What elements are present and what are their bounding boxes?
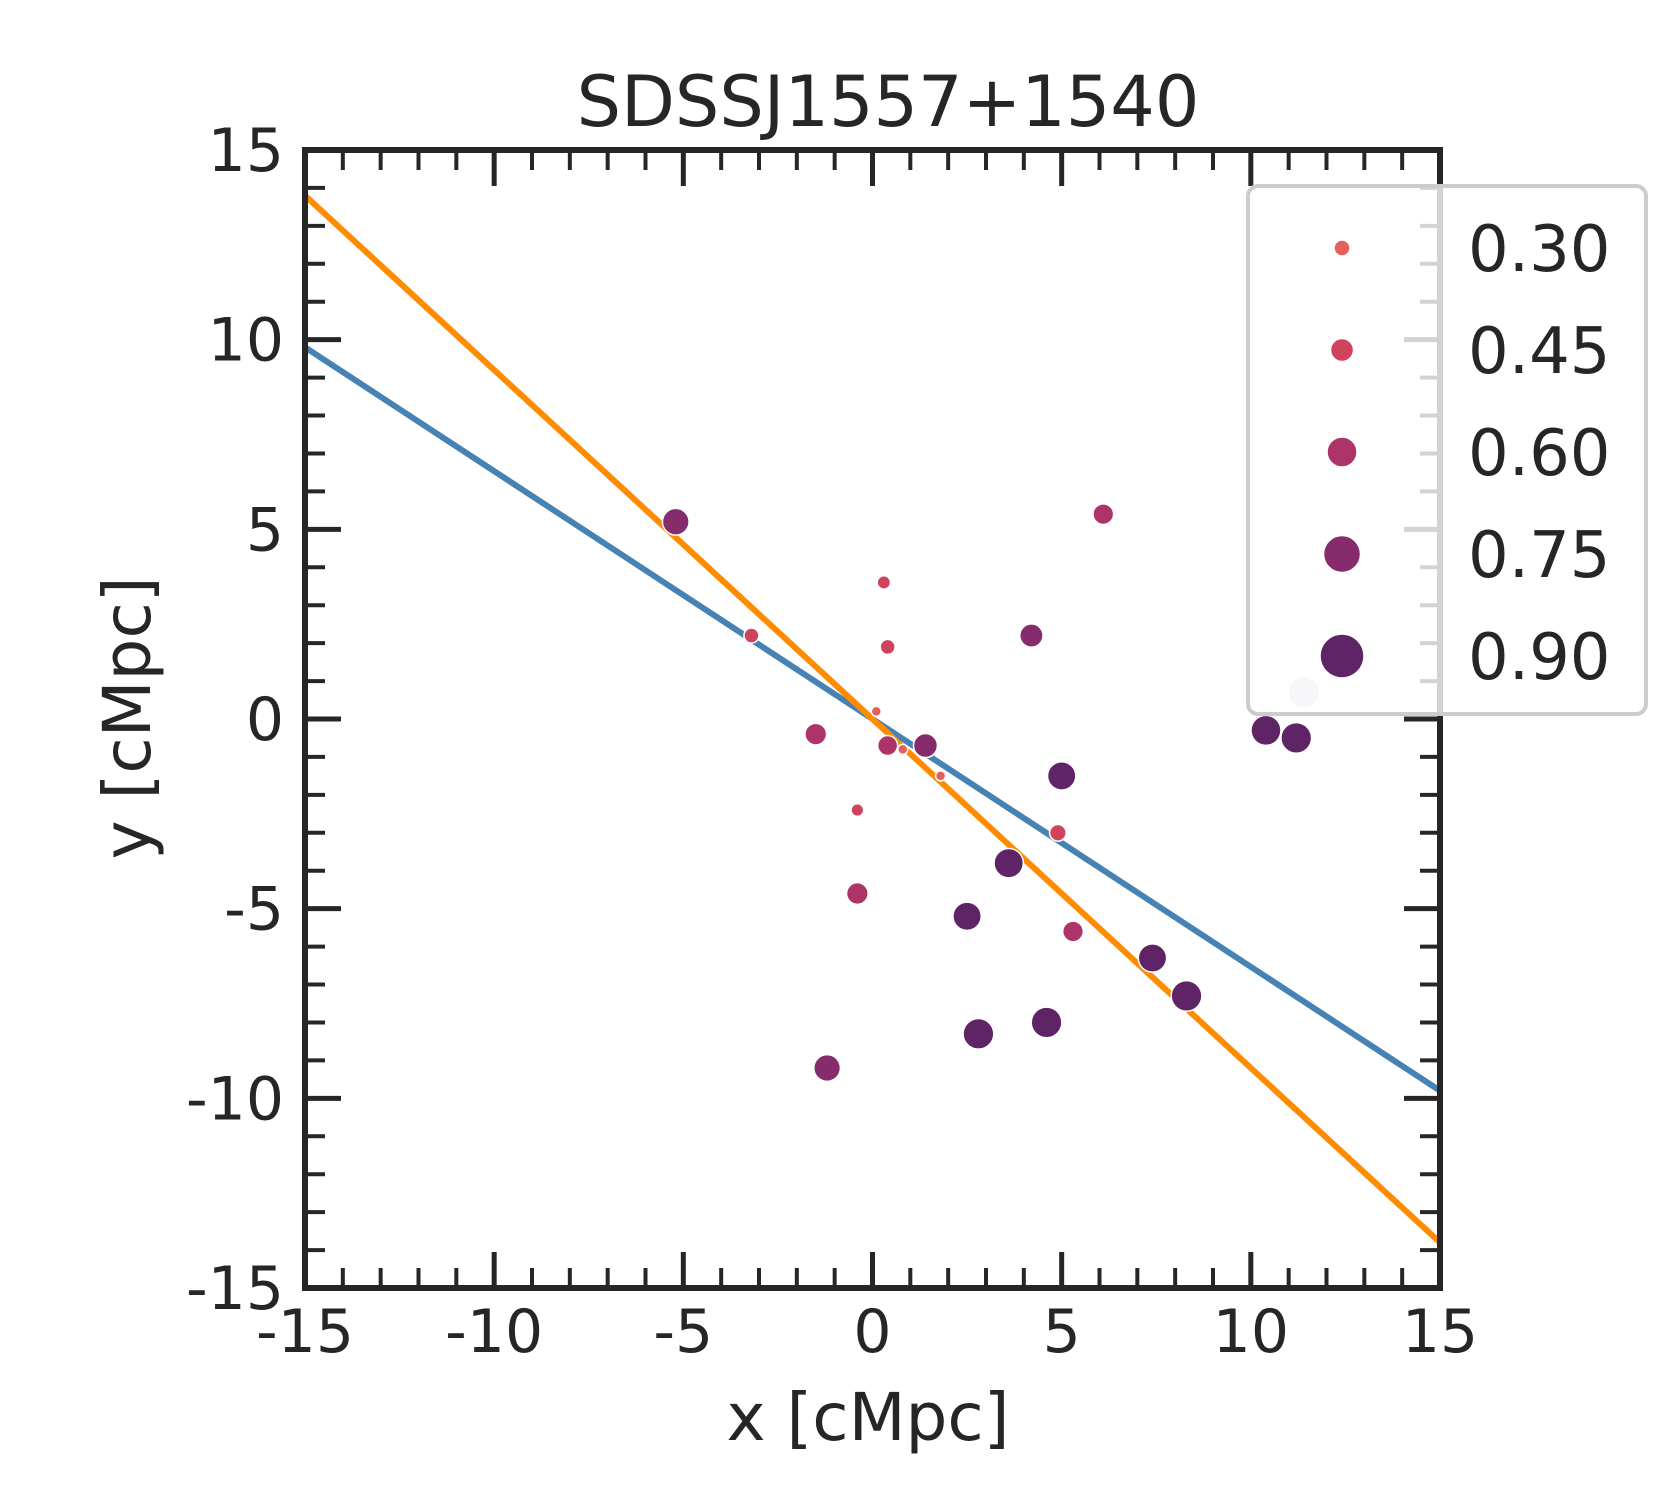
x-tick-label: -15 [256, 1297, 354, 1367]
legend-marker-1 [1333, 239, 1351, 257]
x-tick-label: 10 [1213, 1297, 1289, 1367]
y-tick-label: 10 [208, 306, 284, 376]
x-tick-label: -10 [445, 1297, 543, 1367]
data-point-22 [962, 1017, 995, 1050]
data-point-5 [870, 705, 883, 718]
data-point-20 [1137, 943, 1168, 973]
data-point-4 [879, 638, 896, 656]
data-point-18 [952, 901, 982, 932]
data-point-21 [1170, 979, 1203, 1012]
data-point-13 [1018, 623, 1044, 648]
data-point-10 [934, 770, 947, 782]
data-point-25 [1250, 714, 1282, 747]
legend-marker-5 [1319, 633, 1365, 679]
y-tick-label: 5 [246, 495, 284, 565]
data-point-2 [743, 627, 760, 644]
legend-marker-2 [1329, 337, 1355, 363]
x-tick-label: 15 [1402, 1297, 1478, 1367]
data-point-14 [1092, 503, 1115, 526]
data-point-3 [876, 575, 892, 590]
legend-label-4: 0.75 [1468, 519, 1611, 593]
data-point-1 [661, 507, 690, 536]
legend-box [1246, 184, 1648, 716]
legend-label-5: 0.90 [1468, 621, 1611, 695]
y-axis-label: y [cMpc] [89, 577, 166, 860]
legend-marker-4 [1322, 534, 1362, 574]
y-tick-label: -10 [186, 1064, 284, 1134]
x-tick-label: -5 [653, 1297, 713, 1367]
x-axis-label: x [cMpc] [727, 1379, 1010, 1456]
data-point-17 [993, 847, 1025, 879]
data-point-8 [912, 732, 939, 759]
data-point-11 [850, 802, 865, 818]
data-point-7 [876, 734, 899, 757]
x-tick-label: 0 [853, 1297, 891, 1367]
y-tick-label: 15 [208, 116, 284, 186]
fit-line-2 [305, 193, 1440, 1245]
x-tick-label: 5 [1043, 1297, 1081, 1367]
legend-marker-3 [1326, 436, 1358, 468]
data-point-9 [897, 743, 909, 756]
data-point-6 [804, 722, 828, 746]
data-point-26 [1280, 721, 1313, 755]
legend-label-3: 0.60 [1468, 417, 1611, 491]
y-tick-label: -5 [224, 875, 284, 945]
y-tick-label: 0 [246, 685, 284, 755]
data-point-23 [1030, 1006, 1063, 1039]
data-point-16 [1048, 823, 1067, 842]
legend-label-1: 0.30 [1468, 213, 1611, 287]
data-point-15 [1046, 760, 1077, 791]
data-point-24 [813, 1053, 842, 1083]
chart-title: SDSSJ1557+1540 [577, 61, 1200, 143]
data-point-12 [845, 881, 869, 906]
data-point-19 [1061, 920, 1085, 943]
y-tick-label: -15 [186, 1254, 284, 1324]
legend-label-2: 0.45 [1468, 315, 1611, 389]
